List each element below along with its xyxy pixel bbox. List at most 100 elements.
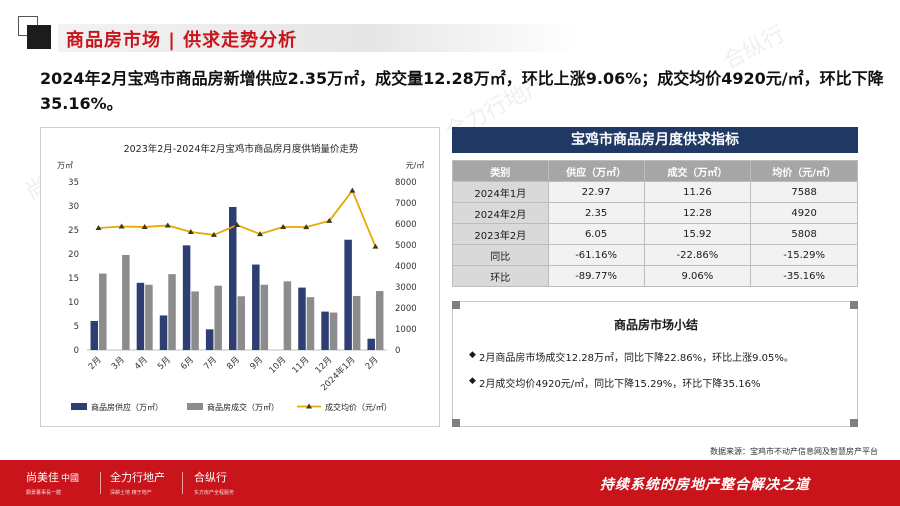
y-tick-label-right: 6000 [395, 220, 417, 230]
bar-deal [283, 281, 292, 350]
corner-mark [452, 419, 460, 427]
footer-brand-name-suffix: 中國 [61, 474, 80, 484]
bar-supply [344, 239, 352, 350]
footer-bar: 尚美佳 中國 願景董事長一體 全力行地产 深耕土地 精于地产 合纵行 东方房产全程… [0, 460, 900, 506]
table-row-label: 2024年1月 [452, 181, 549, 203]
table-row-label: 2024年2月 [452, 202, 549, 224]
headline-text: 2024年2月宝鸡市商品房新增供应2.35万㎡，成交量12.28万㎡，环比上涨9… [40, 69, 884, 113]
legend-swatch-deal [187, 403, 203, 410]
y-tick-label-right: 1000 [395, 325, 417, 335]
legend-label: 商品房成交（万㎡） [207, 402, 279, 412]
bar-deal [237, 296, 245, 350]
table-cell: 6.05 [547, 223, 645, 245]
data-source-note: 数据来源：宝鸡市不动产信息网及智慧房产平台 [710, 447, 878, 456]
table-row-label: 同比 [452, 244, 549, 266]
y-tick-label-left: 30 [68, 202, 79, 212]
table-header-cell: 均价（元/㎡） [750, 160, 858, 182]
price-point [95, 225, 102, 231]
table-row: 环比 -89.77% 9.06% -35.16% [452, 265, 858, 287]
price-point [257, 231, 264, 237]
table-cell: -22.86% [643, 244, 752, 266]
bar-supply [182, 245, 191, 350]
bar-supply [136, 282, 145, 350]
legend-swatch-supply [71, 403, 87, 410]
footer-brand-tagline: 願景董事長一體 [26, 490, 62, 496]
x-tick-label: 5月 [156, 355, 173, 372]
table-row: 2023年2月 6.05 15.92 5808 [452, 223, 858, 245]
table-cell: 15.92 [643, 223, 752, 245]
chart-title: 2023年2月-2024年2月宝鸡市商品房月度供销量价走势 [124, 143, 359, 155]
x-tick-label: 11月 [291, 355, 312, 376]
bar-deal [191, 291, 199, 350]
table-cell: 4920 [750, 202, 858, 224]
summary-item: 2月成交均价4920元/㎡，同比下降15.29%，环比下降35.16% [479, 379, 761, 390]
x-tick-label: 7月 [202, 355, 219, 372]
footer-brand-logo: 合纵行 [194, 471, 227, 484]
summary-title: 商品房市场小结 [613, 318, 698, 332]
table-cell: 5808 [750, 223, 858, 245]
footer-brand-tagline: 深耕土地 精于地产 [110, 490, 152, 496]
x-tick-label: 2月 [364, 355, 381, 372]
table-row-label: 环比 [452, 265, 549, 287]
price-point [303, 224, 310, 230]
bar-deal [122, 254, 130, 350]
corner-mark [850, 419, 858, 427]
y-tick-label-right: 3000 [395, 283, 417, 293]
y-tick-label-right: 7000 [395, 199, 417, 209]
price-point [234, 222, 240, 228]
table-header-cell: 供应（万㎡） [547, 160, 645, 182]
bar-supply [298, 287, 306, 350]
header-title-bar [58, 24, 578, 52]
bar-deal [214, 285, 222, 350]
bar-supply [252, 264, 260, 350]
header-square-fill [27, 25, 51, 49]
table-cell: 7588 [750, 181, 858, 203]
x-tick-label: 4月 [133, 355, 150, 372]
bar-deal [260, 284, 269, 350]
table-row-label: 2023年2月 [452, 223, 549, 245]
footer-brand-tagline: 东方房产全程服务 [194, 490, 235, 496]
bar-deal [306, 297, 315, 350]
table-header-cell: 成交（万㎡） [643, 160, 752, 182]
x-tick-label: 12月 [314, 355, 335, 376]
footer-brand-logo: 尚美佳 中國 [26, 469, 79, 485]
summary-item: 2月商品房市场成交12.28万㎡，同比下降22.86%，环比上涨9.05%。 [479, 353, 794, 364]
table-header-row: 类别 供应（万㎡） 成交（万㎡） 均价（元/㎡） [452, 160, 858, 182]
footer-brand-name: 尚美佳 [26, 471, 59, 484]
table-header-cell: 类别 [452, 160, 549, 182]
price-line [98, 188, 377, 248]
table-cell: 2.35 [547, 202, 645, 224]
y-tick-label-left: 5 [74, 322, 79, 332]
y-axis-unit-left: 万㎡ [57, 161, 73, 170]
legend-label: 商品房供应（万㎡） [91, 402, 163, 412]
y-tick-label-right: 2000 [395, 304, 417, 314]
table-cell: -35.16% [750, 265, 858, 287]
x-tick-label: 3月 [110, 355, 127, 372]
bar-supply [229, 206, 237, 350]
price-point [280, 223, 287, 229]
x-tick-label: 6月 [179, 355, 196, 372]
footer-separator [100, 472, 101, 494]
y-tick-label-left: 15 [68, 274, 79, 284]
price-point [326, 217, 333, 223]
x-tick-label: 8月 [225, 355, 242, 372]
bar-supply [90, 320, 99, 350]
combo-chart: 2023年2月-2024年2月宝鸡市商品房月度供销量价走势 万㎡ 元/㎡ 0 5 1… [57, 143, 424, 412]
price-point [164, 222, 171, 228]
bar-deal [99, 273, 107, 350]
price-point [372, 243, 379, 249]
legend-marker-price [306, 403, 312, 409]
table-cell: -15.29% [750, 244, 858, 266]
x-tick-label: 10月 [268, 355, 289, 376]
bar-supply [321, 311, 329, 350]
y-tick-label-left: 35 [68, 178, 79, 188]
table-cell: 9.06% [643, 265, 752, 287]
footer-separator [182, 472, 183, 494]
bar-deal [168, 274, 176, 350]
bar-deal [145, 284, 153, 350]
x-tick-label: 9月 [248, 355, 265, 372]
price-point [210, 231, 217, 237]
chart-panel: 2023年2月-2024年2月宝鸡市商品房月度供销量价走势 万㎡ 元/㎡ 0 5 1… [40, 127, 440, 427]
bar-supply [205, 329, 214, 350]
y-tick-label-left: 0 [74, 346, 79, 356]
